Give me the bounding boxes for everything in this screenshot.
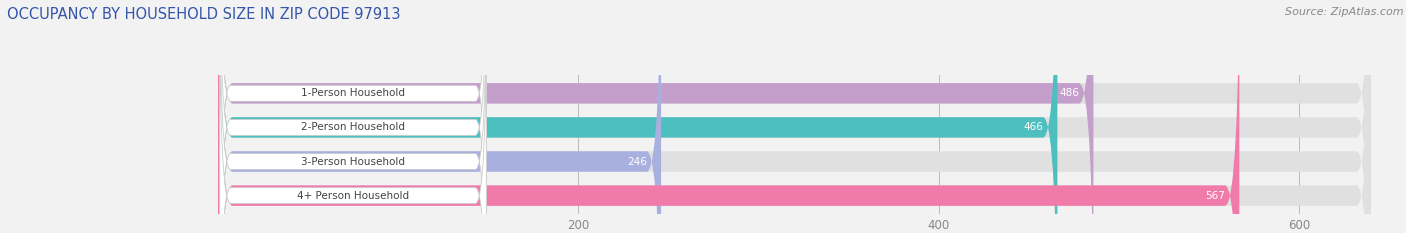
Text: 4+ Person Household: 4+ Person Household [297,191,409,201]
FancyBboxPatch shape [219,0,486,233]
FancyBboxPatch shape [218,0,1057,233]
FancyBboxPatch shape [219,0,486,233]
Text: 486: 486 [1059,88,1078,98]
FancyBboxPatch shape [218,0,1239,233]
Text: 2-Person Household: 2-Person Household [301,122,405,132]
FancyBboxPatch shape [218,0,1371,233]
Text: 246: 246 [627,157,647,167]
FancyBboxPatch shape [218,0,1371,233]
FancyBboxPatch shape [219,0,486,233]
Text: Source: ZipAtlas.com: Source: ZipAtlas.com [1285,7,1403,17]
FancyBboxPatch shape [218,0,1094,233]
Text: OCCUPANCY BY HOUSEHOLD SIZE IN ZIP CODE 97913: OCCUPANCY BY HOUSEHOLD SIZE IN ZIP CODE … [7,7,401,22]
Text: 567: 567 [1205,191,1225,201]
FancyBboxPatch shape [218,0,661,233]
FancyBboxPatch shape [218,0,1371,233]
Text: 466: 466 [1024,122,1043,132]
Text: 1-Person Household: 1-Person Household [301,88,405,98]
FancyBboxPatch shape [218,0,1371,233]
Text: 3-Person Household: 3-Person Household [301,157,405,167]
FancyBboxPatch shape [219,0,486,233]
